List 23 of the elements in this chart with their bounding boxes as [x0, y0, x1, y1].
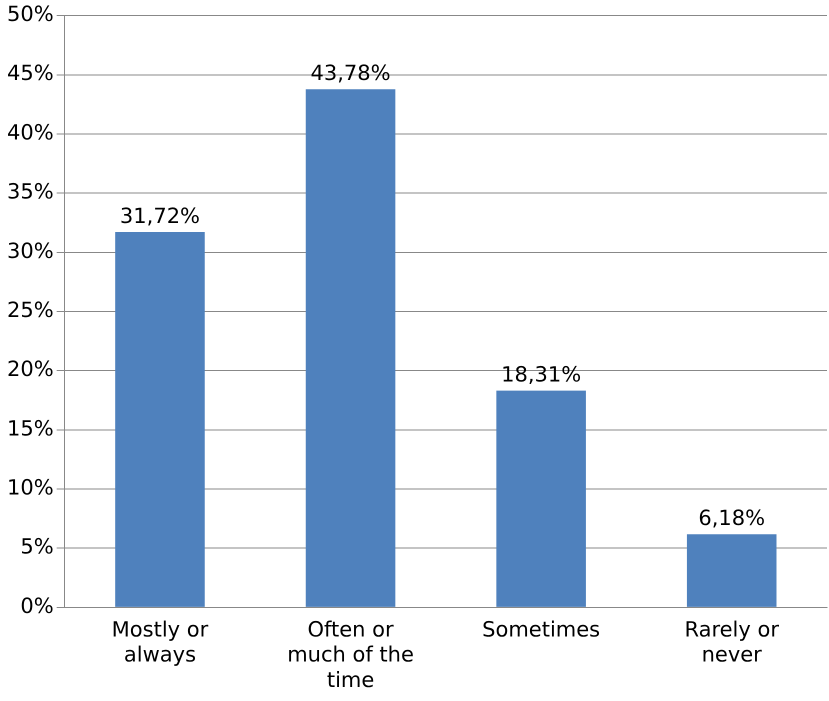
y-tick-label: 5% — [20, 534, 54, 559]
y-tick-label: 50% — [6, 2, 54, 26]
data-label: 43,78% — [310, 61, 391, 86]
x-tick-label: Mostly or always — [112, 617, 209, 667]
y-tick-label: 40% — [6, 120, 54, 144]
x-tick-label: Rarely or never — [684, 617, 780, 667]
y-tick-label: 20% — [6, 357, 54, 382]
x-tick-label: Often or much of the time — [287, 617, 414, 692]
y-tick-label: 15% — [6, 416, 54, 440]
y-tick-label: 45% — [6, 61, 54, 86]
bar — [496, 390, 586, 607]
y-tick-label: 35% — [6, 180, 54, 204]
y-tick-label: 0% — [20, 594, 54, 618]
data-label: 31,72% — [120, 204, 200, 228]
bar — [306, 89, 396, 607]
y-tick-label: 30% — [6, 238, 54, 263]
bar — [115, 232, 205, 607]
y-tick-label: 25% — [6, 298, 54, 322]
data-label: 18,31% — [501, 362, 582, 387]
y-tick-label: 10% — [6, 475, 54, 500]
data-label: 6,18% — [698, 506, 766, 530]
bar — [686, 534, 776, 607]
x-tick-label: Sometimes — [482, 617, 600, 642]
